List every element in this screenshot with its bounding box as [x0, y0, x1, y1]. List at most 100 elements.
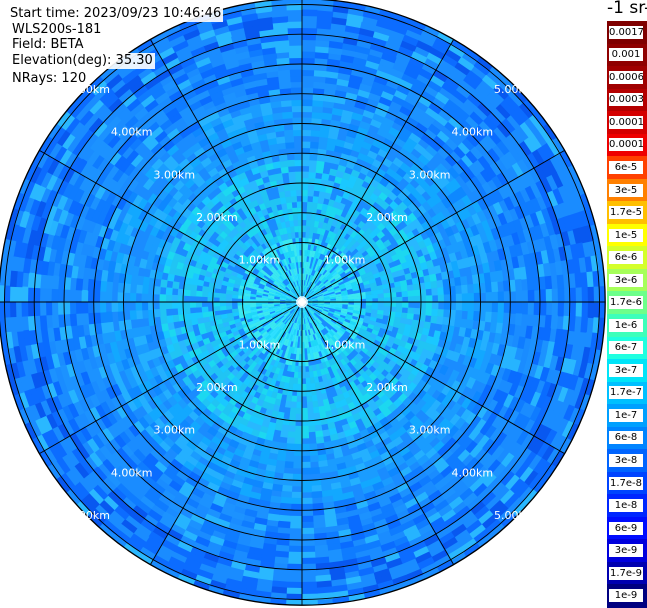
range-gate	[121, 519, 138, 534]
range-gate	[215, 278, 223, 285]
range-gate	[455, 302, 463, 311]
range-gate	[297, 213, 303, 221]
range-gate	[111, 206, 123, 220]
colorbar-label: 3e-7	[609, 363, 643, 377]
range-gate	[431, 302, 439, 310]
range-gate	[453, 231, 464, 243]
range-gate	[278, 336, 284, 344]
range-gate	[460, 538, 478, 553]
range-gate	[69, 485, 85, 502]
range-gate	[167, 322, 175, 331]
range-gate	[225, 578, 243, 589]
range-gate	[460, 436, 474, 450]
range-gate	[381, 279, 389, 286]
range-gate	[231, 360, 240, 369]
range-gate	[497, 212, 509, 226]
range-gate	[517, 254, 526, 269]
range-gate	[215, 234, 225, 244]
range-gate	[310, 383, 316, 390]
range-gate	[500, 452, 515, 468]
range-gate	[95, 171, 108, 186]
range-gate	[319, 284, 326, 290]
range-gate	[288, 171, 296, 179]
range-gate	[349, 342, 357, 350]
range-gate	[464, 365, 475, 378]
range-gate	[433, 231, 444, 243]
range-gate	[263, 200, 272, 209]
range-gate	[375, 412, 386, 422]
range-gate	[332, 226, 340, 235]
range-gate	[524, 389, 536, 405]
range-gate	[283, 245, 289, 253]
range-gate	[370, 313, 378, 319]
range-gate	[234, 146, 246, 156]
range-gate	[244, 328, 252, 335]
range-gate	[142, 541, 159, 556]
range-gate	[274, 294, 281, 298]
range-gate	[561, 420, 575, 439]
range-gate	[315, 245, 321, 253]
range-gate	[306, 274, 310, 281]
range-gate	[162, 139, 176, 152]
range-gate	[36, 216, 48, 233]
range-gate	[191, 487, 205, 499]
range-gate	[170, 442, 183, 455]
range-gate	[376, 19, 394, 31]
range-gate	[265, 162, 275, 171]
range-gate	[401, 492, 416, 505]
range-gate	[429, 46, 446, 60]
range-gate	[403, 524, 419, 537]
range-gate	[261, 305, 269, 309]
range-gate	[202, 311, 210, 318]
range-gate	[448, 457, 463, 471]
range-gate	[285, 297, 293, 300]
range-gate	[277, 520, 291, 529]
range-gate	[288, 283, 294, 290]
range-gate	[324, 271, 331, 278]
range-gate	[279, 330, 285, 338]
range-gate	[288, 307, 295, 313]
range-gate	[378, 497, 392, 509]
range-gate	[301, 413, 309, 421]
range-gate	[51, 275, 60, 290]
range-gate	[310, 141, 320, 149]
range-gate	[270, 237, 277, 245]
range-gate	[424, 85, 440, 98]
range-gate	[397, 546, 414, 559]
range-gate	[491, 415, 504, 430]
range-gate	[383, 46, 399, 58]
range-gate	[123, 162, 137, 177]
range-gate	[210, 435, 222, 447]
range-gate	[317, 281, 324, 288]
range-gate	[200, 67, 216, 80]
range-gate	[141, 457, 155, 471]
range-gate	[266, 513, 280, 522]
range-gate	[177, 449, 191, 461]
range-gate	[308, 256, 312, 263]
range-gate	[293, 443, 302, 451]
range-gate	[132, 385, 143, 398]
range-gate	[182, 529, 198, 542]
range-gate	[274, 270, 281, 277]
range-gate	[42, 218, 54, 235]
range-gate	[562, 372, 573, 390]
range-gate	[283, 311, 290, 317]
range-gate	[412, 513, 428, 526]
range-gate	[318, 142, 328, 150]
range-gate	[56, 457, 71, 474]
range-gate	[293, 219, 299, 227]
range-gate	[471, 403, 483, 417]
range-gate	[387, 73, 403, 85]
range-gate	[332, 369, 340, 378]
range-gate	[252, 249, 260, 257]
range-gate	[236, 324, 244, 331]
range-gate	[267, 294, 275, 298]
range-gate	[343, 356, 351, 364]
range-gate	[467, 302, 475, 312]
range-gate	[365, 291, 373, 296]
range-gate	[267, 252, 274, 260]
range-gate	[291, 395, 298, 403]
range-gate	[425, 107, 440, 120]
range-gate	[45, 397, 58, 414]
range-gate	[396, 167, 408, 178]
